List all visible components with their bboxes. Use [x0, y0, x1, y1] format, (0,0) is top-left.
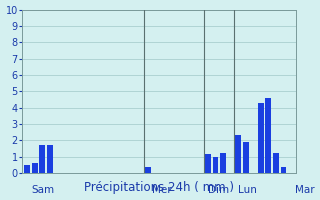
Bar	[24, 165, 30, 173]
Bar	[258, 103, 264, 173]
Text: Mar: Mar	[295, 185, 314, 195]
Bar	[235, 135, 241, 173]
Bar	[281, 167, 286, 173]
Bar	[273, 153, 279, 173]
Bar	[32, 163, 38, 173]
Text: Mer: Mer	[152, 185, 171, 195]
Bar	[47, 145, 53, 173]
Bar	[220, 153, 226, 173]
Bar	[145, 167, 151, 173]
Text: Sam: Sam	[31, 185, 54, 195]
Text: Lun: Lun	[238, 185, 257, 195]
Bar	[205, 154, 211, 173]
Text: Dim: Dim	[208, 185, 229, 195]
Bar	[213, 157, 219, 173]
Bar	[266, 98, 271, 173]
X-axis label: Précipitations 24h ( mm ): Précipitations 24h ( mm )	[84, 181, 234, 194]
Bar	[243, 142, 249, 173]
Bar	[39, 145, 45, 173]
